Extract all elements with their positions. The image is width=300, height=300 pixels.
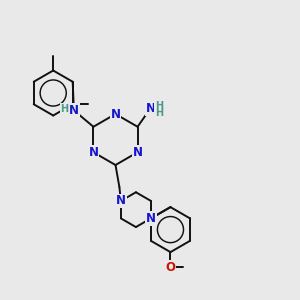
- Text: H: H: [60, 104, 68, 114]
- Text: H: H: [155, 108, 163, 118]
- Text: N: N: [146, 102, 155, 115]
- Text: H: H: [155, 101, 163, 111]
- Text: O: O: [166, 261, 176, 274]
- Text: N: N: [133, 146, 142, 159]
- Text: N: N: [116, 194, 126, 208]
- Text: N: N: [110, 107, 121, 121]
- Text: N: N: [146, 212, 156, 225]
- Text: N: N: [88, 146, 98, 159]
- Text: N: N: [69, 104, 79, 117]
